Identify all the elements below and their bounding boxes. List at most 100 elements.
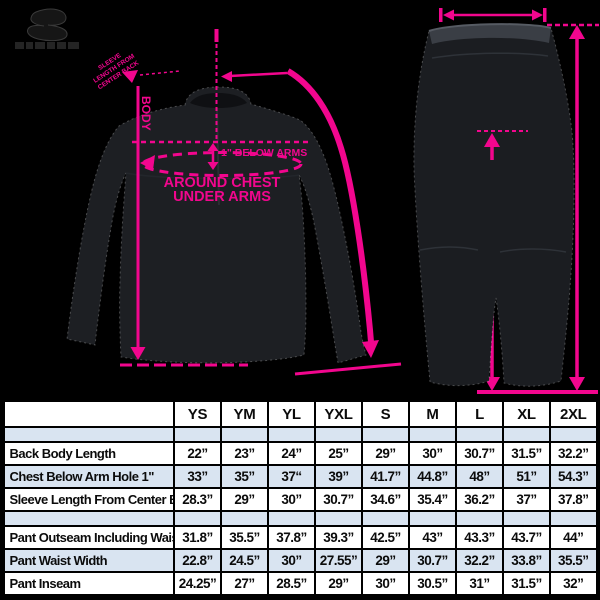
measurement-diagram: BODY 1" BELOW ARMS AROUND CHEST UNDER AR… — [15, 8, 599, 394]
size-table-row: Sleeve Length From Center Back28.3”29”30… — [2, 487, 598, 512]
size-column-header: XL — [502, 399, 551, 428]
measurement-label: Pant Outseam Including Waist — [2, 525, 175, 550]
measurement-value: 31.5” — [502, 441, 551, 466]
measurement-label: Pant Waist Width — [2, 548, 175, 573]
spacer-cell — [267, 426, 316, 443]
spacer-cell — [220, 510, 269, 527]
measurement-label: Chest Below Arm Hole 1" — [2, 464, 175, 489]
around-chest-label-1: AROUND CHEST — [164, 175, 281, 191]
spacer-cell — [173, 426, 222, 443]
spacer-cell — [173, 510, 222, 527]
corner-cell — [2, 399, 175, 428]
measurement-value: 30” — [361, 571, 410, 597]
measurement-value: 32” — [549, 571, 598, 597]
measurement-value: 29” — [220, 487, 269, 512]
measurement-value: 25” — [314, 441, 363, 466]
measurement-value: 48” — [455, 464, 504, 489]
measurement-value: 39” — [314, 464, 363, 489]
measurement-value: 33” — [173, 464, 222, 489]
size-table-spacer-row — [2, 510, 598, 527]
spacer-cell — [314, 426, 363, 443]
size-column-header: YS — [173, 399, 222, 428]
measurement-value: 23” — [220, 441, 269, 466]
spacer-cell — [455, 510, 504, 527]
pants-waistband — [429, 24, 551, 44]
size-table-spacer-row — [2, 426, 598, 443]
pant-outseam-line — [569, 25, 585, 391]
size-table-row: Chest Below Arm Hole 1" 33” 35” 37“ 39” 41.7”… — [2, 464, 598, 489]
size-column-header: YL — [267, 399, 316, 428]
measurement-label: Sleeve Length From Center Back — [2, 487, 175, 512]
below-arms-arrow — [207, 143, 219, 170]
spacer-cell — [408, 510, 457, 527]
measurement-value: 24.25” — [173, 571, 222, 597]
measurement-value: 30.7” — [408, 548, 457, 573]
size-column-header: YM — [220, 399, 269, 428]
size-table-header-row: YS YM YL YXL S M L XL 2XL — [2, 399, 598, 428]
measurement-value: 30” — [267, 548, 316, 573]
measurement-value: 29” — [361, 441, 410, 466]
measurement-value: 28.5” — [267, 571, 316, 597]
spacer-cell — [408, 426, 457, 443]
measurement-label: Pant Inseam — [2, 571, 175, 597]
measurement-value: 44” — [549, 525, 598, 550]
measurement-value: 34.6” — [361, 487, 410, 512]
spacer-cell — [220, 426, 269, 443]
measurement-value: 22.8” — [173, 548, 222, 573]
measurement-value: 39.3” — [314, 525, 363, 550]
spacer-cell — [2, 426, 175, 443]
measurement-value: 54.3” — [549, 464, 598, 489]
measurement-value: 27” — [220, 571, 269, 597]
measurement-value: 42.5” — [361, 525, 410, 550]
measurement-value: 22” — [173, 441, 222, 466]
measurement-value: 30” — [408, 441, 457, 466]
size-column-header: 2XL — [549, 399, 598, 428]
measurement-value: 37.8” — [549, 487, 598, 512]
measurement-value: 43” — [408, 525, 457, 550]
size-column-header: S — [361, 399, 410, 428]
sleeve-note-pointer — [122, 70, 181, 83]
measurement-value: 32.2” — [549, 441, 598, 466]
measurement-value: 31.5” — [502, 571, 551, 597]
body-length-label: BODY — [139, 96, 153, 131]
size-table-row: Pant Waist Width 22.8” 24.5” 30” 27.55” 29” 30… — [2, 548, 598, 573]
spacer-cell — [2, 510, 175, 527]
measurement-value: 51” — [502, 464, 551, 489]
measurement-value: 33.8” — [502, 548, 551, 573]
measurement-value: 29” — [361, 548, 410, 573]
measurement-value: 30.5” — [408, 571, 457, 597]
measurement-value: 32.2” — [455, 548, 504, 573]
spacer-cell — [267, 510, 316, 527]
spacer-cell — [361, 426, 410, 443]
measurement-value: 35.5” — [549, 548, 598, 573]
measurement-value: 37“ — [267, 464, 316, 489]
measurement-value: 24.5” — [220, 548, 269, 573]
measurement-value: 24” — [267, 441, 316, 466]
measurement-value: 43.3” — [455, 525, 504, 550]
measurement-value: 29” — [314, 571, 363, 597]
body-length-line — [130, 86, 146, 360]
measurement-value: 28.3” — [173, 487, 222, 512]
measurement-value: 36.2” — [455, 487, 504, 512]
measurement-value: 41.7” — [361, 464, 410, 489]
below-arms-label: 1" BELOW ARMS — [221, 147, 307, 159]
brand-wordmark — [15, 42, 79, 49]
measurement-value: 35.5” — [220, 525, 269, 550]
brand-emblem-logo — [15, 8, 79, 49]
neck-to-sleeve-arrow — [221, 71, 288, 82]
measurement-label: Back Body Length — [2, 441, 175, 466]
spacer-cell — [455, 426, 504, 443]
around-chest-label-2: UNDER ARMS — [173, 189, 271, 205]
spacer-cell — [502, 426, 551, 443]
measurement-value: 35.4” — [408, 487, 457, 512]
around-chest-ellipse — [140, 151, 303, 177]
size-table-row: Pant Outseam Including Waist 31.8” 35.5” 37… — [2, 525, 598, 550]
measurement-value: 31” — [455, 571, 504, 597]
size-table: YS YM YL YXL S M L XL 2XL Back Body Length 22” 23” 2… — [1, 399, 599, 597]
sleeve-note-label: SLEEVE LENGTH FROM CENTER BACK — [92, 52, 140, 92]
spacer-cell — [502, 510, 551, 527]
size-column-header: L — [455, 399, 504, 428]
size-table-row: Back Body Length 22” 23” 24” 25” 29” 30” 30.7” 3… — [2, 441, 598, 466]
pant-crotch-marker — [477, 130, 528, 160]
